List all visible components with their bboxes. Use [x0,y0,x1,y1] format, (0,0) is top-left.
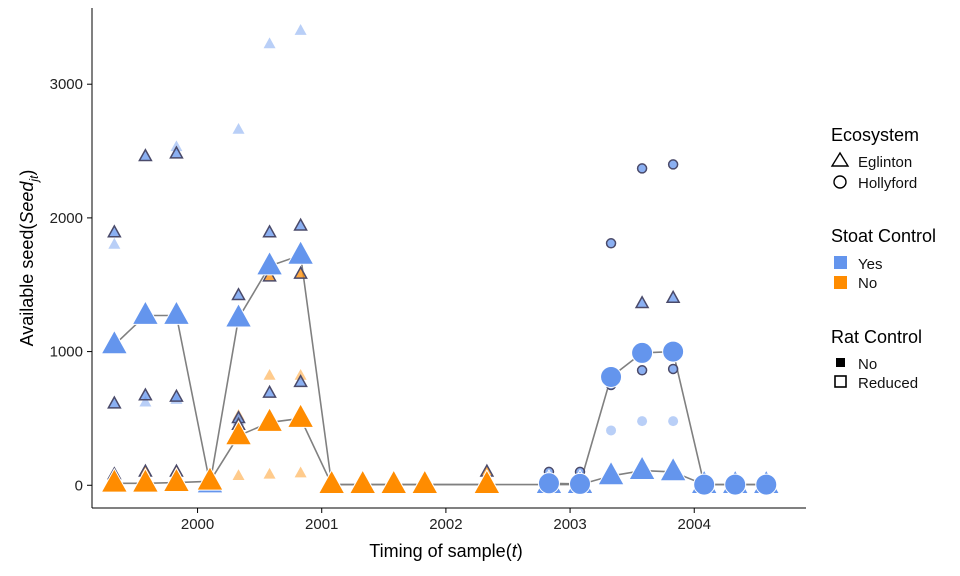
obs-point-rat-reduced [138,387,153,401]
obs-point-rat-no [263,467,276,479]
mean-point [224,302,253,328]
legend-key-stoat-no [834,276,847,289]
obs-point-rat-no [637,416,648,427]
mean-point [286,239,315,265]
x-axis-title-text: Timing of sample [369,541,505,561]
obs-point-rat-reduced [293,265,308,279]
obs-point-rat-no [294,24,307,35]
obs-point-rat-reduced [667,363,679,375]
x-axis-title: Timing of sample(t) [369,541,522,561]
y-axis-title-text: Available seed [17,230,37,347]
mean-point [100,467,129,493]
legend: Ecosystem Eglinton Hollyford Stoat Contr… [830,125,936,392]
mean-point [196,465,224,491]
plot-area [100,24,781,496]
mean-point [224,420,253,446]
mean-point [100,329,129,355]
obs-point-rat-reduced [636,365,648,376]
obs-point-rat-reduced [107,395,122,409]
mean-point [255,250,284,276]
obs-point-rat-reduced [634,295,650,309]
y-axis-title-symbol: Seed [17,181,37,224]
mean-point [724,473,747,496]
legend-title-rat: Rat Control [831,327,922,347]
mean-point [348,469,377,494]
x-tick-label: 2000 [181,516,214,533]
mean-point [379,469,408,494]
obs-point-rat-reduced [169,388,184,402]
legend-key-rat-no [836,358,845,367]
obs-point-rat-reduced [667,159,679,170]
legend-label-stoat-yes: Yes [858,256,882,273]
y-axis-title: Available seed(Seedjt) [17,170,41,347]
obs-point-rat-no [668,416,679,427]
obs-point-rat-no [232,122,245,134]
y-tick-label: 2000 [50,210,83,227]
x-tick-label: 2001 [305,516,338,533]
obs-point-rat-reduced [636,163,648,174]
mean-point [131,467,160,493]
obs-point-rat-reduced [262,384,277,398]
obs-point-rat-no [263,368,276,380]
mean-point [755,473,778,496]
mean-point [569,472,592,495]
obs-point-rat-reduced [262,268,277,282]
legend-label-rat-reduced: Reduced [858,375,918,392]
obs-point-rat-reduced [231,287,246,301]
obs-point-rat-no [263,37,276,49]
mean-point [662,340,685,363]
legend-title-ecosystem: Ecosystem [831,125,919,145]
obs-point-rat-no [108,237,121,249]
legend-label-rat-no: No [858,356,877,373]
y-tick-label: 3000 [50,76,83,93]
obs-point-rat-reduced [262,224,277,238]
obs-point-rat-reduced [605,238,617,249]
mean-point [628,455,656,480]
y-tick-label: 1000 [50,344,83,361]
obs-point-rat-no [294,466,307,478]
legend-key-rat-reduced [834,375,847,388]
obs-point-rat-reduced [293,374,308,388]
obs-point-rat-no [139,395,152,407]
x-axis-title-symbol: t [512,541,518,561]
x-tick-label: 2004 [678,516,711,533]
mean-point [600,365,623,388]
mean-point [631,341,654,364]
mean-point [659,456,687,482]
obs-point-rat-reduced [107,224,122,238]
legend-key-circle [833,175,847,189]
axis-ticks: 2000 2001 2002 2003 2004 0 1000 2000 3000 [50,76,711,533]
legend-key-triangle [830,151,850,167]
mean-point [410,469,439,494]
mean-point [162,299,191,325]
x-tick-label: 2003 [553,516,586,533]
mean-point [286,402,315,428]
y-axis-title-subscript: jt [27,175,41,184]
mean-point [317,469,346,494]
legend-key-stoat-yes [834,256,847,269]
series-line [548,350,767,486]
mean-point [537,472,560,495]
legend-label-stoat-no: No [858,275,877,292]
legend-label-hollyford: Hollyford [858,175,917,192]
x-tick-label: 2002 [429,516,462,533]
obs-point-rat-no [232,469,245,481]
mean-point [473,469,501,494]
obs-point-rat-reduced [169,145,184,159]
mean-point [597,460,625,486]
obs-point-rat-reduced [293,217,308,231]
mean-point [162,467,191,492]
legend-label-eglinton: Eglinton [858,154,912,171]
mean-point [131,299,160,325]
y-tick-label: 0 [75,477,83,494]
obs-point-rat-reduced [665,289,681,303]
mean-point [255,406,284,432]
mean-point [693,473,716,496]
obs-point-rat-no [606,425,617,436]
legend-title-stoat: Stoat Control [831,226,936,246]
obs-point-rat-reduced [138,148,153,162]
